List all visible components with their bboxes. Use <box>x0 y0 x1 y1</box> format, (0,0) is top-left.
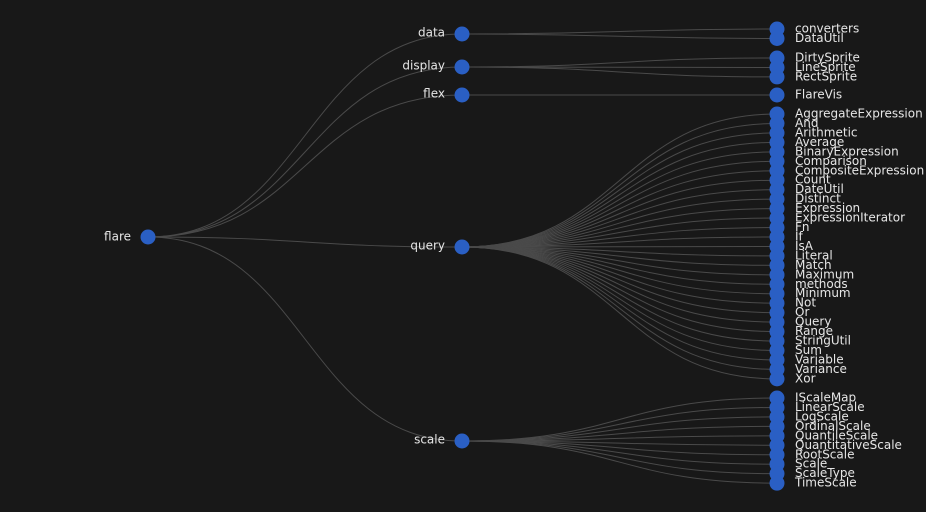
label-display-linesprite: LineSprite <box>795 60 856 74</box>
node-flare[interactable] <box>140 229 156 245</box>
link-display-dirtysprite <box>461 57 778 68</box>
label-scale: scale <box>414 433 445 447</box>
node-query-xor[interactable] <box>769 371 785 387</box>
label-query-and: And <box>795 116 818 130</box>
link-scale-iscalemap <box>461 397 778 442</box>
label-scale-iscalemap: IScaleMap <box>795 391 856 405</box>
label-query-average: Average <box>795 135 844 149</box>
label-query-expressioniterator: ExpressionIterator <box>795 211 905 225</box>
label-scale-timescale: TimeScale <box>794 476 857 490</box>
label-query: query <box>410 239 445 253</box>
link-flare-flex <box>147 94 463 238</box>
label-scale-scale: Scale <box>795 457 827 471</box>
link-flare-query <box>147 236 463 248</box>
link-query-comparison <box>461 160 778 248</box>
label-query-variable: Variable <box>795 352 844 366</box>
label-query-if: If <box>795 229 804 243</box>
label-query-methods: methods <box>795 277 848 291</box>
link-query-sum <box>461 246 778 351</box>
node-display[interactable] <box>454 59 470 75</box>
label-query-isa: IsA <box>795 239 814 253</box>
link-scale-scale <box>461 440 778 465</box>
link-flare-data <box>147 33 463 238</box>
label-query-comparison: Comparison <box>795 154 867 168</box>
label-flare: flare <box>104 230 131 244</box>
link-data-converters <box>461 28 778 35</box>
label-query-count: Count <box>795 173 831 187</box>
label-query-dateutil: DateUtil <box>795 182 844 196</box>
label-query-sum: Sum <box>795 343 822 357</box>
node-data[interactable] <box>454 26 470 42</box>
link-query-or <box>461 246 778 314</box>
node-scale-timescale[interactable] <box>769 475 785 491</box>
node-flex[interactable] <box>454 87 470 103</box>
node-display-rectsprite[interactable] <box>769 69 785 85</box>
label-query-or: Or <box>795 305 809 319</box>
label-query-aggregateexpression: AggregateExpression <box>795 107 923 121</box>
label-scale-quantilescale: QuantileScale <box>795 428 878 442</box>
label-query-query: Query <box>795 315 831 329</box>
node-data-datautil[interactable] <box>769 30 785 46</box>
link-query-methods <box>461 246 778 285</box>
label-scale-quantitativescale: QuantitativeScale <box>795 438 902 452</box>
node-scale[interactable] <box>454 433 470 449</box>
label-scale-logscale: LogScale <box>795 409 849 423</box>
link-scale-scaletype <box>461 440 778 475</box>
link-flare-display <box>147 66 463 238</box>
node-flex-flarevis[interactable] <box>769 87 785 103</box>
label-query-distinct: Distinct <box>795 192 841 206</box>
link-query-xor <box>461 246 778 380</box>
label-scale-ordinalscale: OrdinalScale <box>795 419 871 433</box>
label-query-literal: Literal <box>795 248 833 262</box>
link-query-aggregateexpression <box>461 113 778 248</box>
label-query-xor: Xor <box>795 371 816 385</box>
label-flex: flex <box>423 87 445 101</box>
label-query-expression: Expression <box>795 201 860 215</box>
link-query-range <box>461 246 778 333</box>
label-data-datautil: DataUtil <box>795 31 844 45</box>
link-query-count <box>461 179 778 248</box>
label-query-minimum: Minimum <box>795 286 851 300</box>
link-query-variable <box>461 246 778 361</box>
label-flex-flarevis: FlareVis <box>795 88 842 102</box>
link-scale-logscale <box>461 416 778 442</box>
label-data-converters: converters <box>795 22 859 36</box>
label-query-match: Match <box>795 258 832 272</box>
label-query-binaryexpression: BinaryExpression <box>795 144 899 158</box>
link-query-arithmetic <box>461 132 778 248</box>
label-display-rectsprite: RectSprite <box>795 69 857 83</box>
link-query-compositeexpression <box>461 170 778 248</box>
link-data-datautil <box>461 33 778 39</box>
label-query-stringutil: StringUtil <box>795 334 851 348</box>
link-query-dateutil <box>461 189 778 248</box>
label-display: display <box>402 59 445 73</box>
link-display-rectsprite <box>461 66 778 78</box>
link-layer <box>147 28 778 484</box>
label-display-dirtysprite: DirtySprite <box>795 51 860 65</box>
label-scale-scaletype: ScaleType <box>795 466 855 480</box>
label-query-not: Not <box>795 296 816 310</box>
label-query-range: Range <box>795 324 833 338</box>
label-data: data <box>418 26 445 40</box>
link-scale-timescale <box>461 440 778 484</box>
label-query-fn: Fn <box>795 220 810 234</box>
node-query[interactable] <box>454 239 470 255</box>
link-query-isa <box>461 245 778 248</box>
link-query-minimum <box>461 246 778 295</box>
label-query-maximum: Maximum <box>795 267 854 281</box>
link-query-distinct <box>461 198 778 248</box>
link-flare-scale <box>147 236 463 442</box>
link-query-query <box>461 246 778 323</box>
label-scale-rootscale: RootScale <box>795 447 854 461</box>
label-query-compositeexpression: CompositeExpression <box>795 163 924 177</box>
label-scale-linearscale: LinearScale <box>795 400 865 414</box>
label-query-arithmetic: Arithmetic <box>795 125 858 139</box>
label-query-variance: Variance <box>795 362 847 376</box>
link-query-average <box>461 141 778 248</box>
